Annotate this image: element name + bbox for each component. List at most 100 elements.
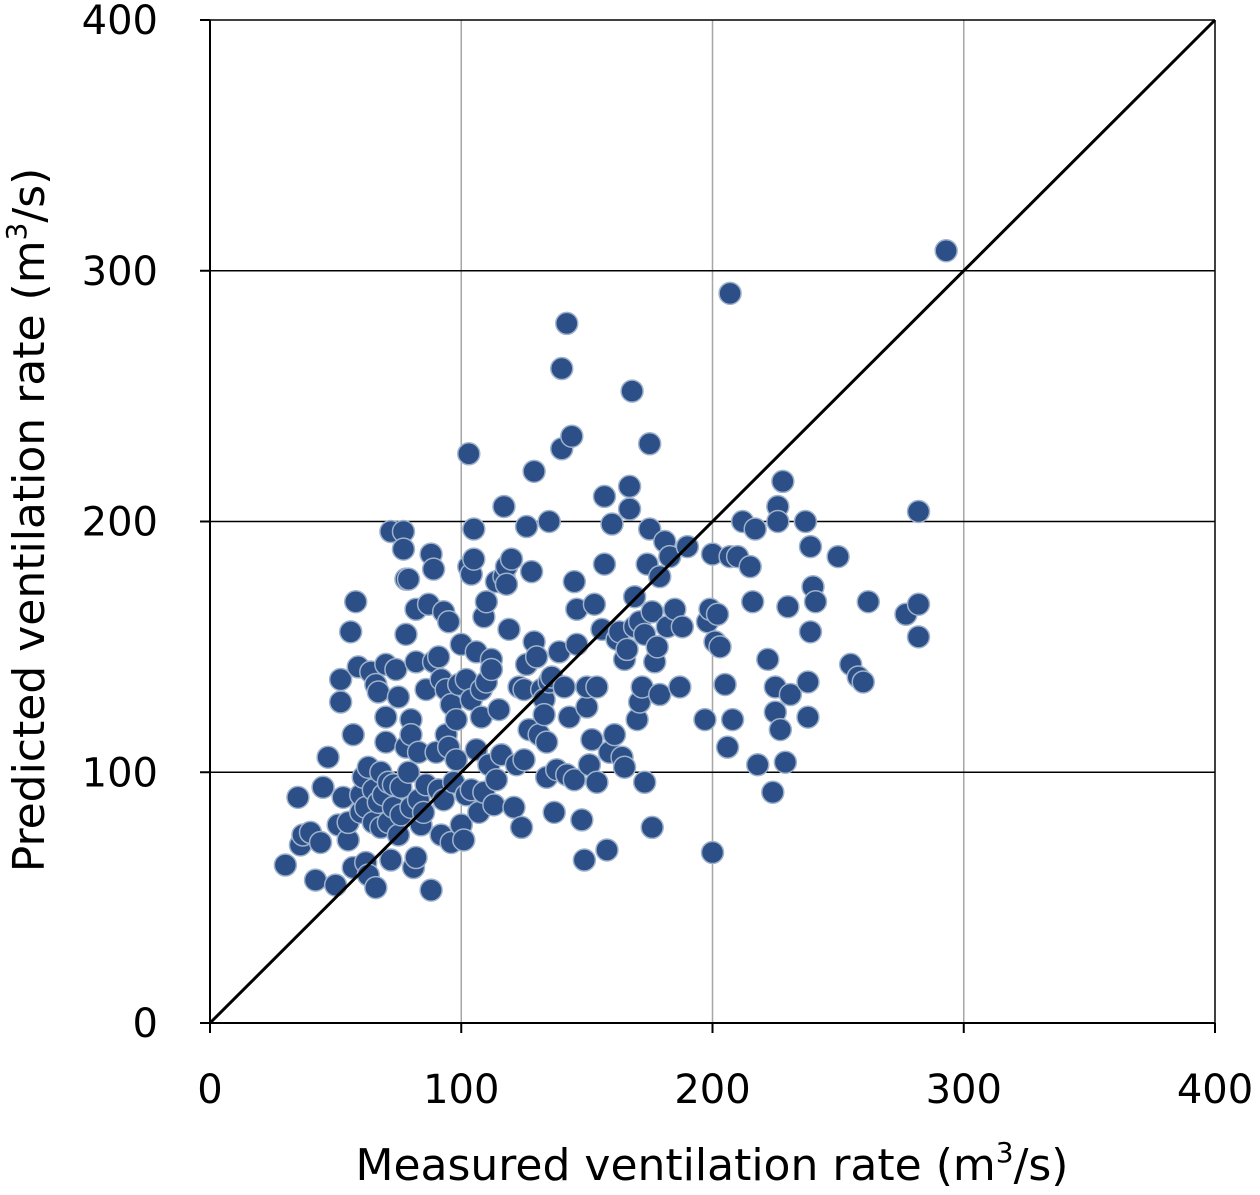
data-point	[715, 735, 740, 759]
data-point	[575, 695, 599, 719]
data-point	[537, 509, 561, 534]
data-point	[404, 845, 428, 870]
data-point	[499, 547, 524, 571]
data-point	[637, 432, 662, 456]
data-point	[856, 589, 881, 614]
data-point	[632, 770, 657, 795]
data-point	[700, 840, 725, 865]
data-point	[658, 544, 682, 569]
x-axis-title: Measured ventilation rate (m3/s)	[356, 1136, 1069, 1191]
data-point	[565, 632, 589, 657]
data-point	[793, 509, 818, 534]
reference-line-layer	[208, 18, 1217, 1025]
x-axis-title-main: Measured ventilation rate (m	[356, 1140, 996, 1191]
data-point	[647, 682, 672, 707]
y-axis-title-superscript: 3	[0, 223, 33, 241]
data-point	[379, 848, 403, 872]
data-point	[745, 752, 770, 777]
y-tick-label: 400	[82, 0, 158, 44]
data-point	[462, 517, 486, 541]
x-axis-title-superscript: 3	[996, 1136, 1014, 1169]
data-point	[384, 657, 408, 682]
data-point	[617, 497, 642, 521]
data-point	[761, 780, 785, 805]
data-point	[411, 800, 436, 825]
data-point	[494, 572, 519, 596]
data-point	[743, 517, 767, 541]
data-point	[396, 567, 421, 591]
data-point	[798, 534, 823, 559]
data-point	[803, 589, 828, 614]
y-axis-title-suffix: /s)	[4, 168, 55, 223]
data-point	[542, 800, 566, 825]
data-point	[457, 442, 481, 466]
data-point	[713, 672, 737, 697]
data-point	[796, 670, 820, 694]
data-point	[738, 554, 762, 579]
data-point	[328, 690, 353, 714]
data-point	[421, 557, 446, 581]
data-point	[341, 722, 365, 747]
data-point	[286, 785, 310, 810]
data-point	[906, 625, 931, 649]
data-point	[524, 645, 549, 669]
data-point	[602, 722, 627, 747]
data-point	[273, 853, 298, 877]
data-point	[798, 620, 823, 644]
data-point	[519, 559, 544, 584]
data-point	[906, 592, 931, 616]
data-point	[484, 768, 509, 792]
data-point	[647, 564, 672, 589]
data-point	[778, 682, 803, 707]
data-point	[394, 622, 418, 647]
identity-line	[208, 18, 1217, 1025]
data-point	[600, 512, 624, 536]
y-tick-label: 200	[82, 500, 158, 546]
data-point	[773, 750, 798, 774]
y-axis-title: Predicted ventilation rate (m3/s)	[0, 168, 55, 873]
data-point	[570, 808, 594, 832]
data-point	[308, 830, 333, 855]
data-point	[776, 595, 800, 619]
data-point	[826, 544, 850, 569]
data-point	[328, 667, 353, 692]
data-point	[851, 670, 875, 694]
data-point	[509, 815, 534, 840]
data-point	[323, 873, 348, 897]
x-tick-label: 200	[674, 1067, 750, 1113]
y-axis-title-main: Predicted ventilation rate (m	[4, 240, 55, 872]
data-point	[640, 600, 664, 624]
data-point	[796, 705, 820, 729]
data-point	[934, 238, 958, 263]
data-point	[343, 589, 368, 614]
data-point	[444, 707, 468, 732]
x-tick-label: 0	[197, 1067, 222, 1113]
data-point	[391, 537, 416, 561]
data-point	[693, 707, 717, 732]
data-point	[338, 620, 363, 644]
x-tick-label: 400	[1177, 1067, 1253, 1113]
data-point	[452, 828, 476, 852]
data-point	[502, 795, 526, 820]
x-axis-title-suffix: /s)	[1014, 1140, 1069, 1191]
data-point	[620, 379, 644, 403]
data-point	[768, 717, 793, 742]
data-point	[645, 635, 669, 659]
data-point	[426, 645, 451, 669]
data-point	[552, 675, 577, 699]
data-point	[386, 685, 411, 709]
data-point	[705, 602, 730, 627]
data-point	[550, 356, 574, 381]
data-points	[273, 238, 958, 902]
data-point	[640, 815, 664, 840]
data-point	[512, 747, 536, 772]
data-point	[522, 459, 546, 484]
data-point	[374, 705, 398, 729]
data-point	[374, 730, 398, 754]
data-point	[364, 875, 388, 900]
y-tick-label: 100	[82, 750, 158, 796]
data-point	[617, 474, 642, 499]
data-point	[595, 838, 619, 862]
data-point	[444, 747, 468, 772]
